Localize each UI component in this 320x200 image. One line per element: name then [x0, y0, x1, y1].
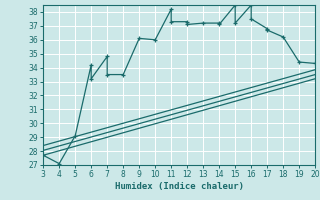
X-axis label: Humidex (Indice chaleur): Humidex (Indice chaleur): [115, 182, 244, 191]
